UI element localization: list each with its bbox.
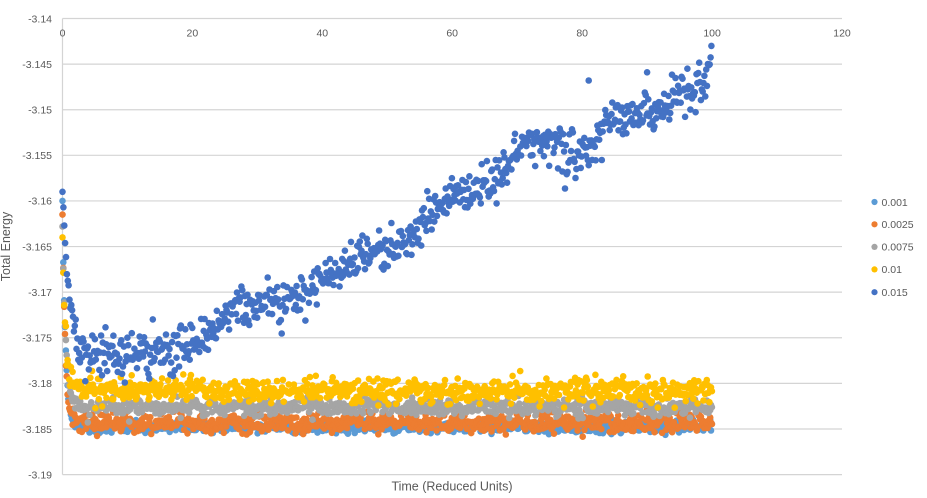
svg-text:-3.165: -3.165 (22, 241, 52, 253)
svg-text:-3.19: -3.19 (28, 469, 52, 481)
svg-text:20: 20 (187, 28, 199, 40)
svg-text:40: 40 (316, 28, 328, 40)
svg-text:-3.155: -3.155 (22, 150, 52, 162)
svg-text:0.001: 0.001 (882, 197, 908, 209)
svg-text:-3.17: -3.17 (28, 287, 52, 299)
svg-text:Time (Reduced Units): Time (Reduced Units) (391, 480, 512, 494)
svg-text:60: 60 (446, 28, 458, 40)
svg-text:0.01: 0.01 (882, 264, 903, 276)
svg-text:-3.145: -3.145 (22, 59, 52, 71)
svg-text:-3.18: -3.18 (28, 378, 52, 390)
svg-text:0.0075: 0.0075 (882, 242, 914, 254)
svg-text:-3.16: -3.16 (28, 196, 52, 208)
svg-text:100: 100 (703, 28, 721, 40)
svg-text:0.015: 0.015 (882, 287, 908, 299)
svg-text:Total Energy: Total Energy (0, 211, 13, 281)
svg-text:80: 80 (576, 28, 588, 40)
svg-text:0.0025: 0.0025 (882, 219, 914, 231)
svg-text:120: 120 (833, 28, 851, 40)
svg-text:-3.185: -3.185 (22, 424, 52, 436)
svg-text:-3.15: -3.15 (28, 105, 52, 117)
svg-text:-3.14: -3.14 (28, 13, 52, 25)
svg-text:-3.175: -3.175 (22, 333, 52, 345)
svg-text:0: 0 (60, 28, 66, 40)
